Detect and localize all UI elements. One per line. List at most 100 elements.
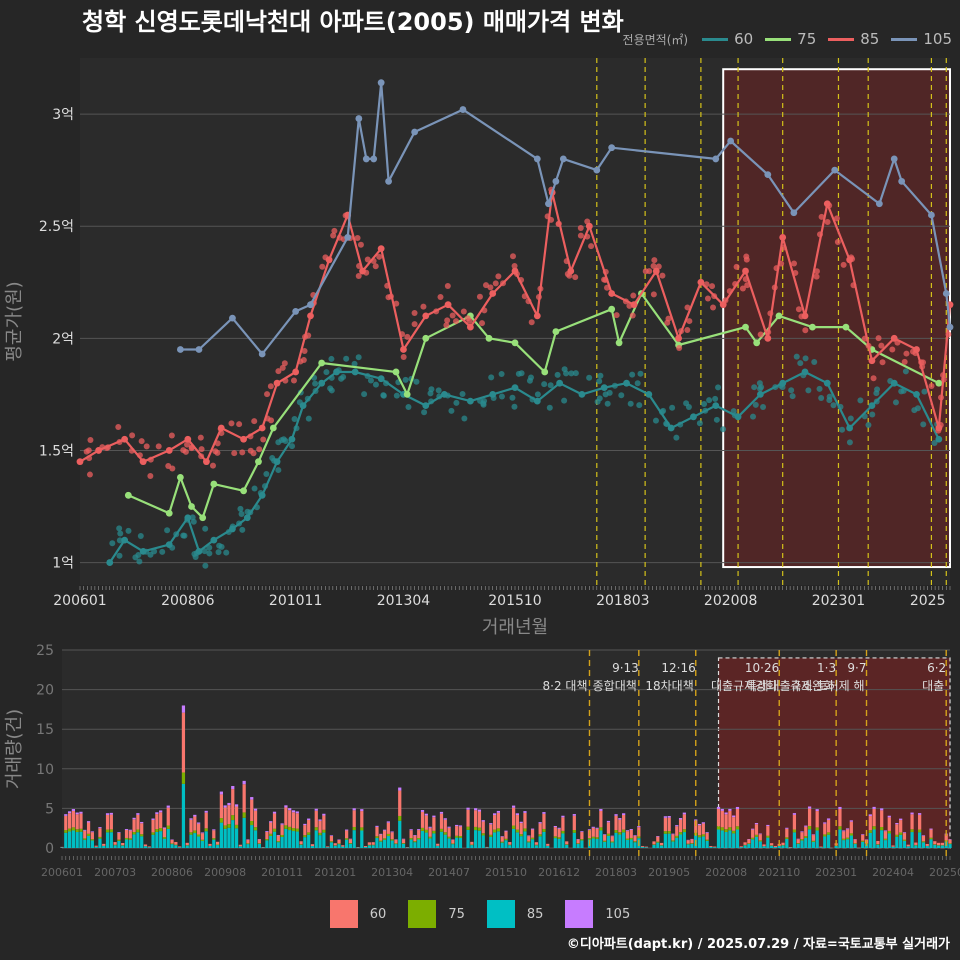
deal-point-60 — [263, 470, 270, 477]
volume-bar — [686, 843, 690, 845]
deal-point-60 — [793, 353, 800, 360]
volume-bar — [90, 832, 94, 840]
volume-bar — [379, 834, 383, 841]
series-point-60 — [106, 559, 114, 566]
volume-bar — [800, 840, 804, 848]
volume-bar — [807, 826, 812, 830]
volume-bar — [352, 808, 356, 811]
volume-bar — [413, 841, 417, 843]
volume-bar — [265, 831, 269, 832]
series-point-60 — [801, 368, 809, 376]
deal-point-85 — [279, 364, 286, 371]
volume-bar — [899, 832, 903, 835]
deal-point-60 — [206, 544, 213, 551]
series-point-75 — [403, 390, 411, 398]
volume-bar — [307, 820, 311, 833]
volume-bar — [595, 828, 599, 838]
volume-bar — [64, 832, 68, 848]
deal-point-60 — [343, 355, 350, 362]
deal-point-85 — [138, 438, 145, 445]
series-point-60 — [600, 384, 608, 392]
volume-bar — [659, 842, 664, 846]
volume-bar — [853, 844, 857, 848]
volume-bar — [360, 827, 364, 831]
volume-bar — [823, 834, 827, 837]
volume-bar — [887, 830, 891, 834]
volume-bar — [918, 832, 922, 848]
volume-bar — [652, 841, 656, 845]
volume-bar — [883, 840, 888, 848]
deal-point-85 — [928, 383, 935, 390]
volume-bar — [250, 797, 254, 800]
volume-bar — [576, 839, 580, 844]
volume-bar — [496, 812, 501, 829]
volume-bar — [542, 828, 546, 832]
deal-point-85 — [443, 322, 450, 329]
volume-bar — [155, 812, 159, 815]
volume-bar — [747, 843, 751, 844]
volume-x-tick-label: 201011 — [261, 866, 303, 879]
volume-bar — [758, 833, 762, 835]
volume-bar — [610, 836, 614, 842]
volume-bar — [705, 832, 709, 840]
volume-bar — [637, 836, 641, 839]
volume-bar — [754, 823, 759, 825]
deal-point-85 — [411, 309, 418, 316]
volume-bar — [413, 842, 417, 848]
volume-bar — [792, 832, 797, 848]
volume-bar — [98, 828, 102, 837]
volume-bar — [796, 843, 800, 848]
volume-bar — [348, 843, 353, 844]
series-point-105 — [928, 211, 935, 219]
volume-bar — [83, 838, 87, 840]
series-point-105 — [559, 155, 567, 163]
volume-bar — [375, 836, 379, 839]
volume-bar — [428, 836, 432, 839]
volume-bar — [842, 830, 846, 832]
deal-point-60 — [568, 370, 575, 377]
legend-label-75: 75 — [797, 30, 817, 48]
series-point-60 — [466, 397, 474, 405]
legend-bottom-label-75: 75 — [448, 906, 465, 922]
volume-y-tick-label: 15 — [36, 722, 54, 738]
x-tick-label: 200601 — [53, 593, 106, 609]
deal-point-85 — [483, 282, 490, 289]
deal-point-60 — [380, 392, 387, 399]
event-date-label: 9·7 — [847, 661, 866, 675]
volume-bar — [504, 831, 508, 839]
deal-point-60 — [604, 400, 611, 407]
volume-bar — [902, 840, 907, 848]
volume-bar — [720, 827, 724, 831]
volume-bar — [272, 813, 277, 829]
volume-bar — [170, 843, 174, 845]
volume-bar — [720, 810, 724, 828]
volume-bar — [705, 839, 709, 841]
series-point-105 — [890, 155, 898, 163]
series-point-85 — [719, 301, 727, 309]
volume-bar — [629, 839, 633, 848]
volume-bar — [861, 834, 865, 835]
y-tick-label: 2억 — [52, 331, 74, 347]
series-point-85 — [203, 458, 210, 466]
series-point-85 — [377, 245, 385, 253]
series-point-85 — [697, 278, 705, 286]
y-tick-label: 1억 — [52, 556, 74, 572]
volume-bar — [823, 836, 827, 848]
volume-bar — [603, 841, 607, 848]
deal-point-85 — [355, 272, 362, 279]
volume-bar — [751, 828, 755, 830]
volume-bar — [861, 841, 865, 848]
deal-point-85 — [629, 312, 636, 319]
volume-bar — [906, 844, 910, 847]
series-point-105 — [307, 301, 314, 309]
deal-point-85 — [684, 304, 691, 311]
volume-bar — [371, 842, 375, 845]
series-point-85 — [764, 334, 772, 342]
volume-bar — [762, 844, 766, 847]
volume-bar — [382, 830, 387, 839]
volume-bar — [238, 844, 242, 847]
volume-bar — [906, 846, 910, 848]
volume-bar — [417, 830, 421, 838]
credit-text: ©디아파트(dapt.kr) / 2025.07.29 / 자료=국토교통부 실… — [566, 937, 950, 952]
volume-bar — [785, 837, 789, 839]
